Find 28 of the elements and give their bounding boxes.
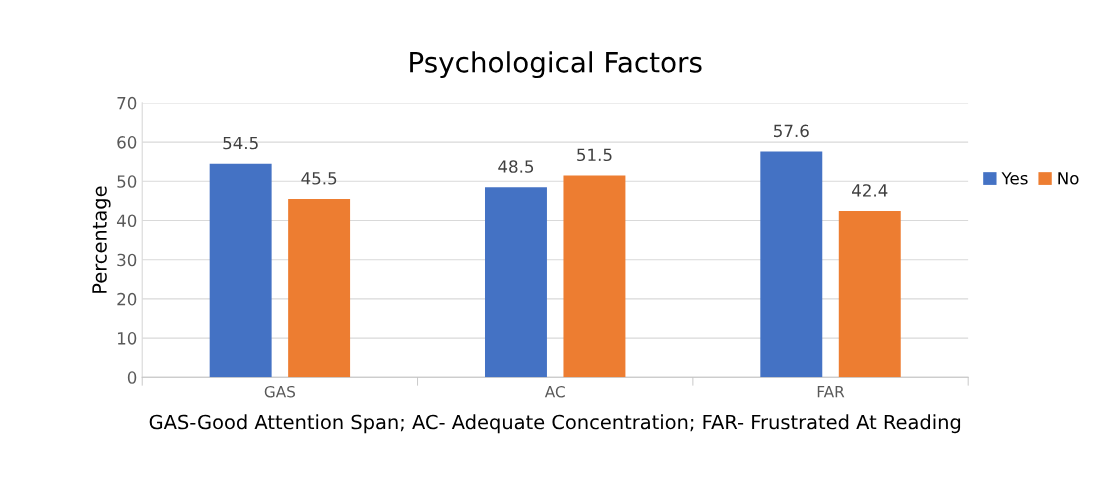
legend-label: Yes — [1001, 172, 1028, 185]
legend-label: No — [1058, 172, 1079, 185]
bar — [563, 175, 626, 378]
y-tick-label: 30 — [117, 253, 137, 267]
x-tick-label: GAS — [264, 385, 296, 398]
bar — [838, 211, 901, 378]
y-tick-label: 20 — [117, 292, 137, 306]
y-tick-label: 70 — [117, 96, 137, 110]
bar — [760, 151, 823, 378]
chart-title: Psychological Factors — [410, 51, 702, 79]
data-label: 48.5 — [498, 160, 534, 173]
data-label: 54.5 — [223, 136, 258, 150]
bar — [288, 198, 351, 378]
bar — [209, 163, 272, 378]
y-tick-label: 10 — [117, 332, 137, 345]
y-tick-label: 50 — [117, 175, 137, 188]
y-axis-title: Percentage — [92, 186, 111, 293]
y-tick-label: 40 — [116, 214, 137, 228]
y-tick-label: 60 — [117, 136, 137, 149]
data-label: 51.5 — [577, 148, 612, 162]
bar — [485, 187, 547, 378]
y-tick-label: 0 — [127, 371, 137, 384]
data-label: 42.4 — [852, 184, 888, 197]
x-tick-label: AC — [544, 385, 565, 398]
x-axis-title: GAS-Good Attention Span; AC- Adequate Concentration; FAR- Frustrated At Reading — [149, 414, 961, 434]
data-label: 57.6 — [774, 124, 809, 138]
x-tick-label: FAR — [817, 386, 845, 398]
data-label: 45.5 — [301, 172, 337, 185]
